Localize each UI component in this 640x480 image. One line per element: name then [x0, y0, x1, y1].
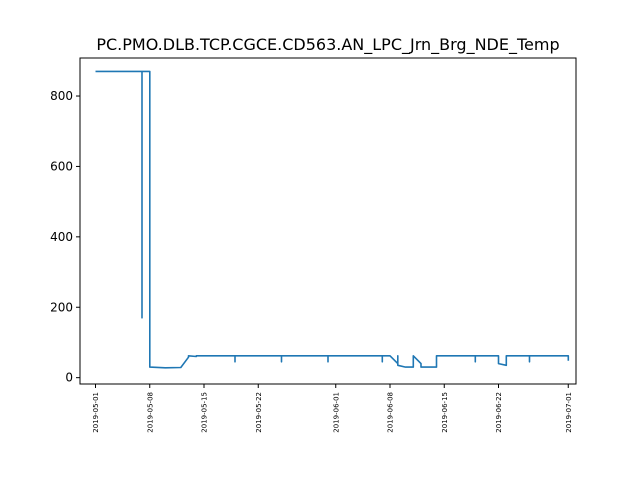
y-tick-label: 0: [65, 371, 73, 385]
y-tick-label: 800: [50, 89, 73, 103]
y-tick-label: 400: [50, 230, 73, 244]
y-tick-label: 200: [50, 300, 73, 314]
x-tick-label: 2019-07-01: [565, 392, 573, 433]
series-line: [95, 70, 570, 369]
x-tick-label: 2019-05-01: [92, 392, 100, 433]
x-tick-label: 2019-05-08: [146, 392, 154, 433]
plot-area-frame: [79, 57, 577, 385]
x-axis: 2019-05-01 2019-05-08 2019-05-15 2019-05-22…: [92, 384, 573, 433]
chart-title: PC.PMO.DLB.TCP.CGCE.CD563.AN_LPC_Jrn_Brg…: [96, 35, 559, 55]
y-axis: 0 200 400 600 800: [50, 89, 80, 385]
series-layer: [95, 70, 570, 369]
x-tick-label: 2019-06-22: [495, 392, 503, 433]
x-tick-label: 2019-05-15: [201, 392, 209, 433]
y-tick-label: 600: [50, 159, 73, 173]
x-tick-label: 2019-05-22: [255, 392, 263, 433]
x-tick-label: 2019-06-01: [332, 392, 340, 433]
x-tick-label: 2019-06-08: [387, 392, 395, 433]
x-tick-label: 2019-06-15: [441, 392, 449, 433]
